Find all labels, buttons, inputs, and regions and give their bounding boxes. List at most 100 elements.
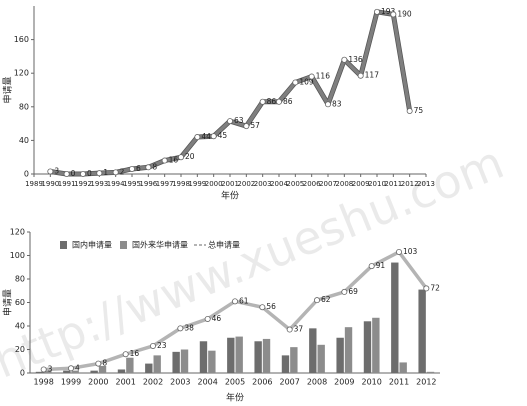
bar bbox=[227, 337, 235, 373]
legend-item: 国外来华申请量 bbox=[120, 240, 188, 250]
legend-label: 总申请量 bbox=[208, 240, 240, 250]
marker bbox=[177, 154, 184, 161]
bar bbox=[309, 328, 317, 373]
bar bbox=[372, 317, 380, 373]
x-tick-label: 2011 bbox=[389, 378, 409, 387]
y-tick-label: 120 bbox=[10, 228, 25, 237]
x-tick-label: 2003 bbox=[170, 378, 190, 387]
x-tick-label: 2010 bbox=[368, 180, 386, 188]
bar bbox=[153, 355, 161, 373]
marker bbox=[161, 157, 168, 164]
data-label: 2 bbox=[120, 167, 125, 176]
bar bbox=[426, 371, 435, 373]
x-tick-label: 2006 bbox=[303, 180, 321, 188]
marker bbox=[395, 248, 402, 255]
bar bbox=[344, 327, 353, 373]
marker bbox=[210, 133, 217, 140]
marker bbox=[112, 169, 119, 176]
x-tick-label: 1991 bbox=[58, 180, 76, 188]
x-tick-label: 2013 bbox=[417, 180, 435, 188]
y-tick-label: 40 bbox=[19, 136, 29, 145]
marker bbox=[194, 134, 201, 141]
bar bbox=[90, 370, 98, 373]
bar bbox=[391, 262, 399, 373]
y-axis-label: 申请量 bbox=[2, 289, 14, 316]
data-label: 72 bbox=[430, 283, 440, 292]
x-tick-label: 2007 bbox=[319, 180, 337, 188]
marker bbox=[286, 326, 293, 333]
line-outline bbox=[49, 9, 413, 177]
y-tick-label: 160 bbox=[14, 35, 29, 44]
x-tick-label: 2009 bbox=[334, 378, 354, 387]
x-tick-label: 2012 bbox=[416, 378, 436, 387]
marker bbox=[149, 342, 156, 349]
x-tick-label: 2000 bbox=[205, 180, 223, 188]
data-label: 8 bbox=[152, 162, 157, 171]
marker bbox=[96, 170, 103, 177]
marker bbox=[259, 304, 266, 311]
data-label: 86 bbox=[283, 97, 293, 106]
bar bbox=[180, 349, 189, 373]
data-label: 86 bbox=[267, 97, 277, 106]
data-label: 0 bbox=[71, 169, 76, 178]
data-label: 91 bbox=[376, 261, 386, 270]
marker bbox=[341, 288, 348, 295]
data-label: 37 bbox=[294, 325, 304, 334]
bar bbox=[199, 341, 208, 373]
x-tick-label: 1997 bbox=[156, 180, 174, 188]
data-label: 83 bbox=[332, 99, 342, 108]
data-label: 190 bbox=[397, 9, 412, 18]
marker bbox=[63, 170, 70, 177]
data-label: 116 bbox=[316, 72, 331, 81]
marker bbox=[128, 165, 135, 172]
data-label: 3 bbox=[54, 166, 59, 175]
marker bbox=[40, 366, 47, 373]
marker bbox=[313, 297, 320, 304]
marker bbox=[122, 351, 129, 358]
marker bbox=[68, 365, 75, 372]
bar bbox=[35, 371, 44, 373]
marker bbox=[47, 168, 54, 175]
data-label: 117 bbox=[365, 71, 380, 80]
bar bbox=[290, 347, 298, 373]
marker bbox=[177, 325, 184, 332]
bar bbox=[98, 365, 107, 373]
x-tick-label: 1995 bbox=[123, 180, 141, 188]
y-axis-label: 申请量 bbox=[2, 76, 14, 103]
x-tick-label: 1992 bbox=[74, 180, 92, 188]
data-label: 62 bbox=[321, 295, 331, 304]
marker bbox=[231, 298, 238, 305]
data-label: 69 bbox=[348, 287, 358, 296]
y-tick-label: 80 bbox=[19, 102, 29, 111]
marker bbox=[368, 263, 375, 270]
x-tick-label: 1994 bbox=[107, 180, 125, 188]
x-tick-label: 2000 bbox=[88, 378, 108, 387]
data-label: 23 bbox=[157, 341, 167, 350]
data-label: 61 bbox=[239, 296, 249, 305]
marker bbox=[390, 11, 397, 18]
marker bbox=[259, 98, 266, 105]
y-tick-label: 0 bbox=[24, 170, 29, 179]
data-label: 38 bbox=[184, 323, 194, 332]
marker bbox=[341, 56, 348, 63]
y-tick-label: 80 bbox=[15, 275, 25, 284]
marker bbox=[357, 72, 364, 79]
x-tick-label: 1998 bbox=[33, 378, 53, 387]
bar bbox=[126, 357, 134, 373]
x-tick-label: 1999 bbox=[188, 180, 206, 188]
data-label: 56 bbox=[266, 302, 276, 311]
data-label: 16 bbox=[169, 156, 179, 165]
legend-swatch bbox=[120, 241, 127, 249]
marker bbox=[308, 73, 315, 80]
y-tick-label: 0 bbox=[20, 369, 25, 378]
marker bbox=[406, 108, 413, 115]
x-tick-label: 1993 bbox=[90, 180, 108, 188]
marker bbox=[243, 123, 250, 130]
y-tick-label: 60 bbox=[15, 298, 25, 307]
marker bbox=[80, 170, 87, 177]
y-tick-label: 100 bbox=[10, 251, 25, 260]
line bbox=[50, 10, 412, 176]
x-tick-label: 2008 bbox=[307, 378, 327, 387]
x-tick-label: 1990 bbox=[41, 180, 59, 188]
